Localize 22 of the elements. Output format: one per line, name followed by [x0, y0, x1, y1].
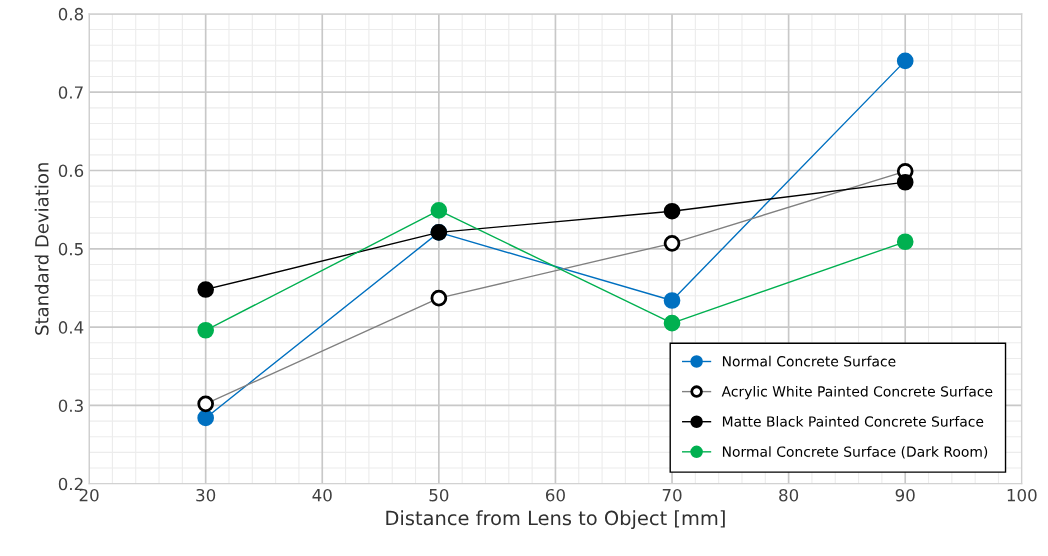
- y-tick-label: 0.8: [58, 7, 84, 21]
- y-tick-label: 0.2: [58, 477, 83, 491]
- x-axis-title: Distance from Lens to Object [mm]: [386, 510, 725, 530]
- x-tick-label: 70: [662, 488, 682, 502]
- y-tick-label: 0.3: [58, 399, 83, 412]
- legend-label: Normal Concrete Surface (Dark Room): [722, 446, 988, 459]
- y-axis-title: Standard Deviation: [34, 163, 49, 335]
- x-tick-label: 100: [1007, 488, 1037, 502]
- x-tick-label: 60: [546, 488, 565, 502]
- legend-label: Acrylic White Painted Concrete Surface: [721, 385, 993, 400]
- legend-label: Normal Concrete Surface: [722, 355, 896, 367]
- x-tick-label: 20: [79, 488, 99, 502]
- legend-label: Matte Black Painted Concrete Surface: [722, 416, 984, 427]
- x-tick-label: 40: [312, 488, 332, 502]
- x-tick-label: 80: [779, 488, 799, 502]
- x-tick-label: 30: [196, 488, 216, 502]
- y-tick-label: 0.5: [58, 242, 83, 256]
- y-tick-label: 0.7: [58, 86, 83, 99]
- y-tick-label: 0.4: [58, 321, 84, 334]
- y-tick-label: 0.6: [58, 164, 84, 178]
- x-tick-label: 90: [895, 488, 915, 502]
- x-tick-label: 50: [429, 488, 449, 502]
